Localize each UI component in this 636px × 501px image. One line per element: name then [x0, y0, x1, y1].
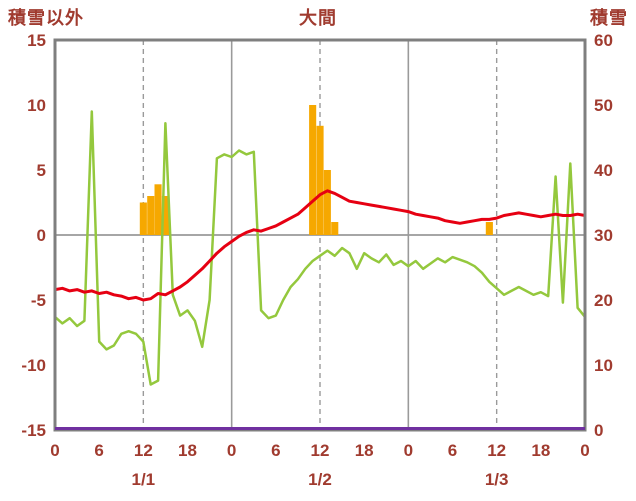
x-axis-tick-label: 12 [311, 441, 330, 460]
left-axis-tick-label: -15 [21, 421, 46, 440]
left-axis-tick-label: 10 [27, 96, 46, 115]
left-axis-tick-label: 15 [27, 31, 46, 50]
left-axis-tick-label: 5 [37, 161, 46, 180]
right-axis-tick-label: 30 [594, 226, 613, 245]
x-axis-tick-label: 6 [448, 441, 457, 460]
right-axis-tick-label: 60 [594, 31, 613, 50]
x-axis-tick-label: 12 [134, 441, 153, 460]
right-axis-tick-label: 50 [594, 96, 613, 115]
date-label: 1/1 [132, 470, 156, 489]
precip-bar [309, 105, 317, 235]
temperature-red-line [53, 189, 587, 302]
x-axis-tick-label: 18 [355, 441, 374, 460]
precip-bar [323, 170, 331, 235]
x-axis-tick-label: 0 [404, 441, 413, 460]
green-line [53, 110, 587, 386]
left-axis-tick-label: -5 [31, 291, 46, 310]
precip-bar [147, 196, 155, 235]
x-axis-tick-label: 18 [178, 441, 197, 460]
precip-bar [154, 184, 162, 235]
right-axis-title: 積雪 [590, 8, 628, 28]
precip-bar [316, 125, 324, 235]
x-axis-tick-label: 6 [271, 441, 280, 460]
date-label: 1/2 [308, 470, 332, 489]
precip-bar [485, 222, 493, 235]
x-axis-tick-label: 0 [227, 441, 236, 460]
right-axis-tick-label: 0 [594, 421, 603, 440]
x-axis-tick-label: 18 [531, 441, 550, 460]
left-axis-tick-label: -10 [21, 356, 46, 375]
x-axis-tick-label: 12 [487, 441, 506, 460]
right-axis-tick-label: 40 [594, 161, 613, 180]
precip-bar [161, 196, 169, 235]
x-axis-tick-label: 0 [50, 441, 59, 460]
right-axis-tick-label: 10 [594, 356, 613, 375]
precip-bar [331, 222, 339, 235]
left-axis-title: 積雪以外 [8, 8, 84, 28]
date-label: 1/3 [485, 470, 509, 489]
precip-bar [139, 202, 147, 235]
x-axis-tick-label: 6 [94, 441, 103, 460]
right-axis-tick-label: 20 [594, 291, 613, 310]
x-axis-tick-label: 0 [580, 441, 589, 460]
chart-title: 大間 [299, 8, 337, 28]
left-axis-tick-label: 0 [37, 226, 46, 245]
